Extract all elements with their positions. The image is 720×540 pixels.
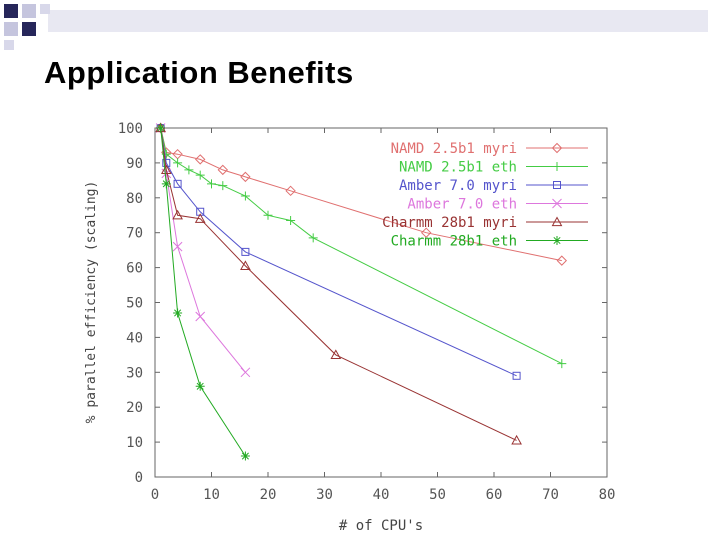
x-tick-label: 80 [599, 487, 616, 503]
chart-series [155, 122, 568, 461]
deco-square [22, 22, 36, 36]
data-point [330, 349, 342, 359]
data-point [420, 227, 432, 238]
y-axis-label: % parallel efficiency (scaling) [84, 181, 99, 424]
data-point [551, 216, 563, 227]
legend-label: NAMD 2.5b1 myri [391, 141, 517, 157]
y-tick-label: 20 [126, 400, 143, 416]
y-tick-label: 40 [126, 330, 143, 346]
x-tick-label: 30 [316, 487, 333, 503]
data-point [195, 311, 206, 322]
y-tick-label: 90 [126, 156, 143, 172]
deco-square [4, 4, 18, 18]
x-axis-label: # of CPU's [339, 518, 423, 534]
data-point [557, 359, 567, 369]
data-point [207, 179, 216, 189]
series-line [160, 127, 563, 365]
y-tick-label: 70 [126, 226, 143, 242]
deco-square [22, 4, 36, 18]
data-point [156, 123, 166, 133]
data-point [173, 308, 183, 318]
data-point [161, 179, 171, 189]
legend-label: NAMD 2.5b1 eth [399, 160, 517, 176]
x-tick-label: 70 [542, 487, 559, 503]
data-point [194, 213, 206, 223]
x-tick-label: 10 [203, 487, 220, 503]
y-tick-label: 60 [126, 261, 143, 277]
y-tick-label: 50 [126, 296, 143, 312]
data-point [240, 451, 250, 461]
data-point [511, 434, 522, 445]
legend-label: Amber 7.0 eth [407, 197, 517, 213]
legend-label: Amber 7.0 myri [399, 178, 517, 194]
legend-label: Charmm 28b1 myri [382, 215, 517, 231]
slide-title: Application Benefits [44, 55, 354, 90]
chart-ticks: 0 10 20 30 40 50 60 70 80 90 100 0 10 20 30 40 50 60 70 80 [118, 121, 616, 503]
deco-square [40, 4, 50, 14]
data-point [240, 260, 251, 270]
deco-square [4, 40, 14, 50]
x-tick-label: 0 [151, 487, 159, 503]
data-point [263, 210, 273, 220]
series-line [160, 127, 517, 441]
data-point [194, 154, 206, 165]
data-point [172, 209, 183, 220]
y-tick-label: 10 [126, 435, 143, 451]
data-point [173, 179, 182, 188]
data-point [286, 215, 296, 225]
data-point [552, 162, 562, 171]
data-point [172, 241, 183, 252]
data-point [551, 142, 563, 154]
title-band [48, 10, 708, 32]
chart-axes [154, 127, 608, 478]
data-point [217, 164, 229, 176]
series-5 [156, 123, 250, 461]
series-line [160, 127, 517, 377]
series-1 [156, 123, 567, 369]
series-0 [155, 122, 568, 266]
x-tick-label: 50 [429, 487, 446, 503]
data-point [240, 367, 251, 378]
data-point [512, 371, 521, 380]
deco-square [4, 22, 18, 36]
x-tick-label: 20 [260, 487, 277, 503]
x-tick-label: 60 [486, 487, 503, 503]
data-point [241, 247, 250, 256]
x-tick-label: 40 [373, 487, 390, 503]
y-tick-label: 30 [126, 365, 143, 381]
y-tick-label: 80 [126, 191, 143, 207]
data-point [160, 164, 172, 174]
data-point [173, 158, 183, 168]
data-point [556, 255, 568, 266]
data-point [552, 236, 562, 245]
data-point [240, 171, 251, 183]
y-tick-label: 100 [118, 121, 143, 137]
data-point [218, 181, 228, 191]
legend-label: Charmm 28b1 eth [391, 234, 517, 250]
data-point [552, 198, 562, 209]
data-point [184, 165, 194, 175]
data-point [553, 181, 561, 189]
data-point [285, 185, 296, 197]
plot-frame [154, 127, 608, 478]
chart-legend: NAMD 2.5b1 myri NAMD 2.5b1 eth Amber 7.0 m… [382, 141, 588, 250]
data-point [308, 233, 318, 243]
data-point [240, 191, 250, 201]
data-point [195, 170, 205, 180]
data-point [195, 381, 205, 391]
y-tick-label: 0 [135, 470, 143, 486]
